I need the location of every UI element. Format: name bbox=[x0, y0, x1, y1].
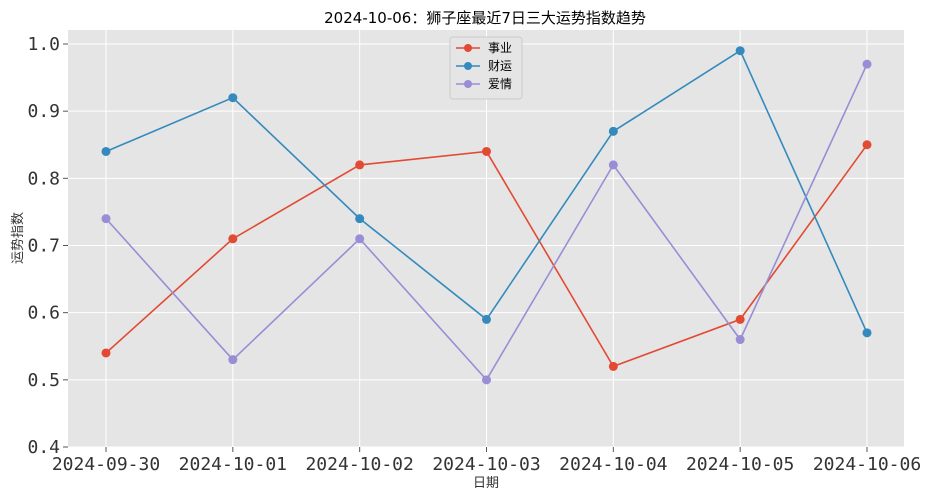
legend-label: 财运 bbox=[488, 59, 512, 73]
legend-marker bbox=[464, 80, 472, 88]
data-point bbox=[101, 146, 111, 156]
axes: 0.4 0.5 0.6 0.7 0.8 0.9 1.0 2024-09-30 2024-10-0… bbox=[27, 34, 921, 475]
data-point bbox=[355, 214, 365, 224]
series-3 bbox=[101, 59, 872, 385]
y-axis-label: 运势指数 bbox=[10, 212, 26, 264]
x-tick-label: 2024-10-03 bbox=[432, 454, 540, 475]
data-point bbox=[482, 314, 491, 324]
y-tick-label: 0.4 bbox=[27, 437, 60, 458]
data-point bbox=[228, 93, 238, 103]
legend-label: 事业 bbox=[488, 41, 512, 55]
y-tick-label: 0.8 bbox=[27, 168, 60, 189]
series-layer bbox=[101, 46, 872, 385]
data-point bbox=[228, 355, 238, 365]
data-point bbox=[608, 160, 618, 170]
data-point bbox=[355, 234, 365, 244]
data-point bbox=[482, 375, 491, 385]
data-point bbox=[862, 328, 872, 338]
series-2 bbox=[101, 46, 872, 338]
data-point bbox=[228, 234, 238, 244]
legend-label: 爱情 bbox=[488, 77, 512, 91]
legend-marker bbox=[464, 44, 472, 52]
legend-marker bbox=[464, 62, 472, 70]
data-point bbox=[482, 146, 491, 156]
data-point bbox=[735, 46, 745, 56]
data-point bbox=[735, 335, 745, 345]
legend-item: 财运 bbox=[456, 59, 512, 73]
data-point bbox=[862, 140, 872, 150]
data-point bbox=[862, 59, 872, 69]
chart-title: 2024-10-06：狮子座最近7日三大运势指数趋势 bbox=[324, 9, 646, 27]
data-point bbox=[608, 361, 618, 371]
data-point bbox=[735, 314, 745, 324]
y-tick-label: 0.7 bbox=[27, 236, 60, 257]
y-tick-label: 0.9 bbox=[27, 101, 60, 122]
x-axis-label: 日期 bbox=[473, 476, 499, 491]
series-1 bbox=[101, 140, 872, 371]
data-point bbox=[608, 126, 618, 136]
x-tick-label: 2024-10-05 bbox=[686, 454, 794, 475]
x-tick-label: 2024-10-04 bbox=[559, 454, 667, 475]
data-point bbox=[101, 348, 111, 358]
legend-item: 事业 bbox=[456, 41, 512, 55]
y-tick-label: 1.0 bbox=[27, 34, 60, 55]
x-tick-label: 2024-10-02 bbox=[305, 454, 413, 475]
y-tick-label: 0.5 bbox=[27, 370, 60, 391]
data-point bbox=[355, 160, 365, 170]
x-tick-label: 2024-10-06 bbox=[813, 454, 921, 475]
x-tick-label: 2024-09-30 bbox=[52, 454, 160, 475]
x-tick-label: 2024-10-01 bbox=[179, 454, 287, 475]
y-tick-label: 0.6 bbox=[27, 303, 60, 324]
legend-item: 爱情 bbox=[456, 77, 512, 91]
data-point bbox=[101, 214, 111, 224]
